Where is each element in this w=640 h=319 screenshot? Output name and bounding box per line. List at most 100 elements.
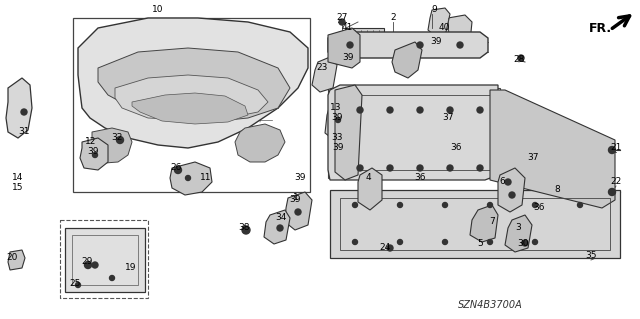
Circle shape bbox=[116, 137, 124, 144]
Circle shape bbox=[84, 262, 92, 269]
Polygon shape bbox=[90, 128, 132, 163]
Polygon shape bbox=[328, 32, 488, 58]
Text: 11: 11 bbox=[200, 174, 212, 182]
Polygon shape bbox=[6, 78, 32, 138]
Polygon shape bbox=[470, 205, 498, 242]
Polygon shape bbox=[328, 85, 498, 180]
Text: 26: 26 bbox=[170, 164, 182, 173]
Text: 39: 39 bbox=[430, 38, 442, 47]
Polygon shape bbox=[285, 192, 312, 230]
Text: 2: 2 bbox=[390, 13, 396, 23]
Text: FR.: FR. bbox=[588, 21, 612, 34]
Circle shape bbox=[488, 240, 493, 244]
Circle shape bbox=[357, 107, 363, 113]
Circle shape bbox=[353, 240, 358, 244]
Text: 37: 37 bbox=[442, 114, 454, 122]
Polygon shape bbox=[264, 210, 290, 244]
Polygon shape bbox=[325, 100, 350, 140]
Circle shape bbox=[522, 240, 528, 246]
Text: 38: 38 bbox=[238, 224, 250, 233]
Circle shape bbox=[477, 165, 483, 171]
Text: 29: 29 bbox=[81, 257, 93, 266]
Text: 40: 40 bbox=[438, 24, 450, 33]
Circle shape bbox=[577, 203, 582, 207]
Circle shape bbox=[609, 189, 616, 196]
Polygon shape bbox=[328, 28, 360, 68]
Circle shape bbox=[518, 55, 524, 61]
Circle shape bbox=[353, 203, 358, 207]
Text: 28: 28 bbox=[513, 56, 525, 64]
Circle shape bbox=[457, 42, 463, 48]
Text: 23: 23 bbox=[316, 63, 328, 72]
Text: 21: 21 bbox=[611, 144, 621, 152]
Text: 7: 7 bbox=[489, 218, 495, 226]
Polygon shape bbox=[505, 215, 532, 252]
Polygon shape bbox=[312, 57, 337, 92]
Circle shape bbox=[295, 209, 301, 215]
Text: 39: 39 bbox=[342, 54, 354, 63]
Text: 39: 39 bbox=[289, 196, 301, 204]
Text: 24: 24 bbox=[380, 243, 390, 253]
Text: 13: 13 bbox=[330, 103, 342, 113]
Text: 4: 4 bbox=[365, 174, 371, 182]
Circle shape bbox=[447, 107, 453, 113]
Circle shape bbox=[397, 203, 403, 207]
Text: 3: 3 bbox=[515, 224, 521, 233]
Circle shape bbox=[76, 283, 81, 287]
Text: 35: 35 bbox=[585, 251, 596, 261]
Text: 41: 41 bbox=[341, 24, 353, 33]
Polygon shape bbox=[8, 250, 25, 270]
Circle shape bbox=[242, 226, 250, 234]
Circle shape bbox=[609, 146, 616, 153]
Circle shape bbox=[109, 276, 115, 280]
Text: 32: 32 bbox=[111, 133, 123, 143]
Polygon shape bbox=[65, 228, 145, 292]
Circle shape bbox=[509, 192, 515, 198]
Polygon shape bbox=[98, 48, 290, 122]
Text: 30: 30 bbox=[517, 239, 529, 248]
Text: 31: 31 bbox=[19, 128, 29, 137]
Circle shape bbox=[21, 109, 27, 115]
Polygon shape bbox=[335, 85, 362, 180]
Polygon shape bbox=[330, 190, 620, 258]
Text: 27: 27 bbox=[336, 13, 348, 23]
Circle shape bbox=[175, 167, 182, 174]
Polygon shape bbox=[428, 8, 450, 36]
Circle shape bbox=[442, 240, 447, 244]
Polygon shape bbox=[498, 168, 525, 212]
Circle shape bbox=[488, 203, 493, 207]
Text: 37: 37 bbox=[527, 153, 539, 162]
Circle shape bbox=[397, 240, 403, 244]
Text: 39: 39 bbox=[332, 114, 343, 122]
Text: 6: 6 bbox=[499, 176, 505, 186]
Circle shape bbox=[532, 240, 538, 244]
Text: 36: 36 bbox=[414, 174, 426, 182]
Polygon shape bbox=[490, 90, 615, 208]
Circle shape bbox=[387, 165, 393, 171]
Polygon shape bbox=[78, 18, 308, 148]
Circle shape bbox=[93, 152, 97, 158]
Circle shape bbox=[92, 262, 98, 268]
Circle shape bbox=[186, 175, 191, 181]
Text: 36: 36 bbox=[533, 204, 545, 212]
Text: SZN4B3700A: SZN4B3700A bbox=[458, 300, 522, 310]
Bar bbox=[346, 28, 384, 50]
Circle shape bbox=[335, 117, 340, 122]
Text: 20: 20 bbox=[6, 254, 18, 263]
Circle shape bbox=[447, 165, 453, 171]
Text: 15: 15 bbox=[12, 183, 24, 192]
Polygon shape bbox=[132, 93, 248, 124]
Circle shape bbox=[417, 42, 423, 48]
Text: 22: 22 bbox=[611, 177, 621, 187]
Text: 33: 33 bbox=[332, 133, 343, 143]
Text: 10: 10 bbox=[152, 5, 164, 14]
Text: 36: 36 bbox=[451, 144, 461, 152]
Circle shape bbox=[417, 165, 423, 171]
Bar bbox=[60, 220, 148, 298]
Circle shape bbox=[477, 107, 483, 113]
Polygon shape bbox=[115, 75, 268, 120]
Polygon shape bbox=[235, 124, 285, 162]
Circle shape bbox=[387, 107, 393, 113]
Text: 12: 12 bbox=[85, 137, 97, 146]
Bar bbox=[73, 18, 310, 192]
